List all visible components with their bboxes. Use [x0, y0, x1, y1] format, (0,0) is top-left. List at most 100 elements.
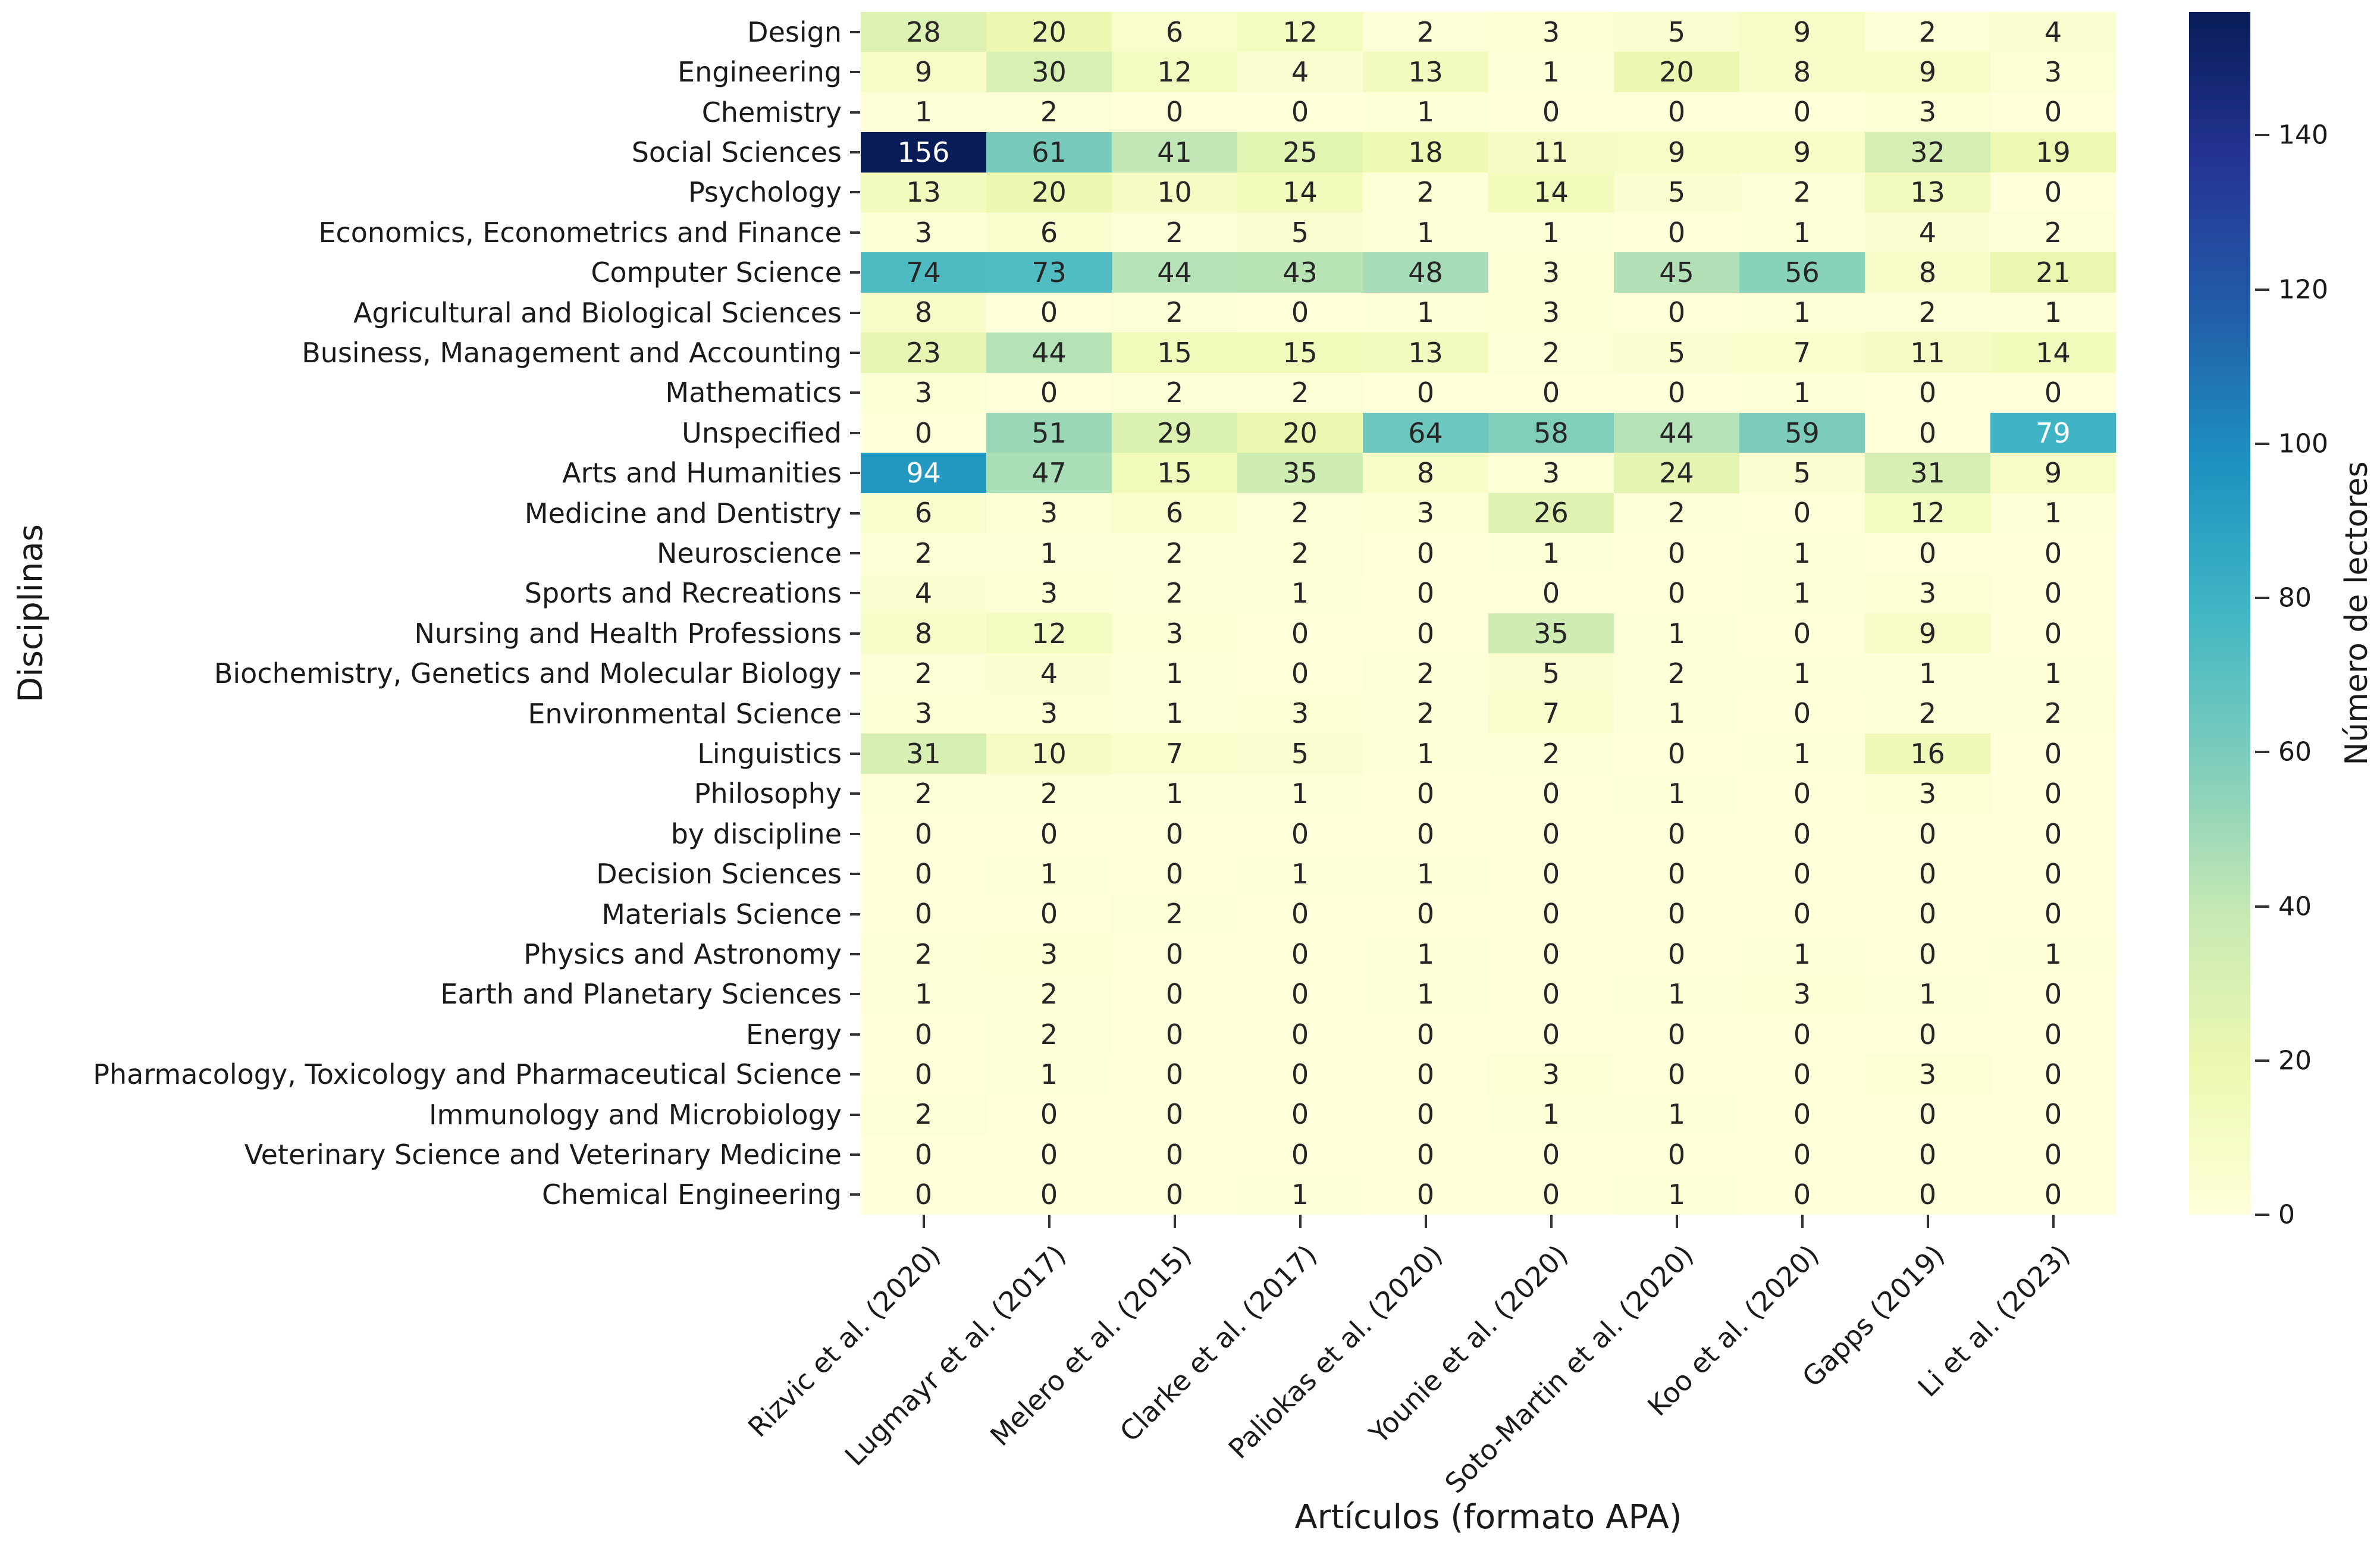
colorbar-tick-mark	[2255, 134, 2269, 137]
heatmap-cell: 0	[1237, 613, 1363, 654]
heatmap-cell: 0	[861, 1054, 986, 1095]
row-label-text: Chemical Engineering	[541, 1178, 842, 1211]
row-label-text: Nursing and Health Professions	[414, 617, 842, 650]
heatmap-cell: 2	[861, 934, 986, 974]
row-label-text: Linguistics	[697, 738, 842, 770]
row-label-text: Social Sciences	[631, 136, 842, 168]
heatmap-cell: 2	[986, 773, 1112, 814]
heatmap-cell: 44	[1112, 252, 1237, 293]
heatmap-cell: 3	[861, 693, 986, 734]
heatmap-cell: 1	[1739, 533, 1865, 573]
heatmap-cell: 0	[1237, 934, 1363, 974]
heatmap-cell: 0	[1237, 1094, 1363, 1135]
y-tick-mark	[850, 30, 860, 33]
heatmap-cell: 28	[861, 12, 986, 52]
heatmap-cell: 0	[1363, 573, 1488, 613]
heatmap-cell: 9	[1739, 12, 1865, 52]
heatmap-cell: 1	[1990, 493, 2116, 534]
x-tick-mark	[1299, 1215, 1302, 1228]
heatmap-cell: 0	[1363, 1134, 1488, 1175]
row-label: Nursing and Health Professions	[0, 613, 861, 653]
row-label-text: Sports and Recreations	[524, 577, 842, 610]
heatmap-cell: 3	[861, 372, 986, 413]
heatmap-cell: 0	[1363, 1094, 1488, 1135]
heatmap-cell: 2	[861, 773, 986, 814]
heatmap-cell: 0	[1614, 894, 1739, 935]
heatmap-cell: 44	[986, 333, 1112, 373]
heatmap-cell: 0	[1865, 413, 1990, 453]
heatmap-cell: 13	[1363, 52, 1488, 92]
heatmap-cell: 0	[1614, 814, 1739, 854]
row-label-text: Design	[747, 15, 842, 48]
heatmap-cell: 4	[1865, 212, 1990, 253]
colorbar	[2189, 12, 2250, 1215]
row-label: Medicine and Dentistry	[0, 493, 861, 533]
heatmap-cell: 13	[1363, 333, 1488, 373]
heatmap-cell: 6	[1112, 12, 1237, 52]
heatmap-cell: 0	[1990, 814, 2116, 854]
y-tick-mark	[850, 953, 860, 956]
y-tick-mark	[850, 391, 860, 394]
colorbar-tick-mark	[2255, 1059, 2269, 1062]
heatmap-cell: 0	[861, 1134, 986, 1175]
heatmap-cell: 0	[1990, 613, 2116, 654]
heatmap-cell: 9	[1990, 453, 2116, 493]
heatmap-cell: 4	[861, 573, 986, 613]
heatmap-cell: 156	[861, 132, 986, 173]
row-label: Economics, Econometrics and Finance	[0, 212, 861, 252]
row-label: Business, Management and Accounting	[0, 333, 861, 372]
colorbar-tick-label: 140	[2278, 120, 2328, 151]
heatmap-cell: 30	[986, 52, 1112, 92]
heatmap-cell: 1	[1614, 693, 1739, 734]
heatmap-cell: 13	[861, 172, 986, 212]
row-label-text: Business, Management and Accounting	[302, 336, 842, 369]
heatmap-cell: 0	[1865, 1134, 1990, 1175]
heatmap-cell: 0	[1739, 1014, 1865, 1055]
heatmap-cell: 20	[986, 12, 1112, 52]
row-label-text: Computer Science	[591, 256, 842, 289]
colorbar-title: Número de lectores	[2339, 461, 2375, 766]
heatmap-cell: 2	[1865, 292, 1990, 333]
heatmap-cell: 0	[1112, 814, 1237, 854]
y-tick-mark	[850, 1113, 860, 1116]
heatmap-cell: 6	[986, 212, 1112, 253]
row-label: Linguistics	[0, 733, 861, 773]
heatmap-cell: 1	[1363, 974, 1488, 1014]
heatmap-cell: 2	[1614, 493, 1739, 534]
heatmap-cell: 1	[1363, 212, 1488, 253]
heatmap-cell: 43	[1237, 252, 1363, 293]
heatmap-cell: 0	[1990, 533, 2116, 573]
heatmap-cell: 20	[1237, 413, 1363, 453]
row-label-text: Engineering	[678, 56, 842, 89]
heatmap-cell: 2	[1237, 372, 1363, 413]
heatmap-cell: 1	[861, 974, 986, 1014]
heatmap-cell: 2	[861, 653, 986, 694]
heatmap-cell: 7	[1739, 333, 1865, 373]
heatmap-cell: 0	[1112, 854, 1237, 894]
heatmap-cell: 1	[1739, 573, 1865, 613]
heatmap-cell: 2	[1488, 733, 1614, 774]
heatmap-cell: 9	[1865, 613, 1990, 654]
y-tick-mark	[850, 592, 860, 595]
heatmap-cell: 1	[1865, 974, 1990, 1014]
y-tick-mark	[850, 231, 860, 234]
y-tick-mark	[850, 993, 860, 996]
heatmap-cell: 51	[986, 413, 1112, 453]
y-tick-mark	[850, 832, 860, 835]
heatmap-cell: 0	[986, 372, 1112, 413]
heatmap-cell: 14	[1990, 333, 2116, 373]
row-label-text: Chemistry	[701, 96, 842, 128]
heatmap-cell: 18	[1363, 132, 1488, 173]
heatmap-cell: 0	[1112, 974, 1237, 1014]
heatmap-cell: 0	[1614, 212, 1739, 253]
heatmap-cell: 32	[1865, 132, 1990, 173]
row-label: Mathematics	[0, 373, 861, 413]
heatmap-cell: 3	[1865, 773, 1990, 814]
heatmap-cell: 3	[1488, 12, 1614, 52]
heatmap-cell: 0	[1488, 854, 1614, 894]
heatmap-cell: 1	[1614, 1174, 1739, 1215]
row-label-text: Arts and Humanities	[562, 457, 842, 490]
heatmap-cell: 0	[1614, 934, 1739, 974]
y-tick-mark	[850, 1193, 860, 1196]
heatmap-cell: 2	[1112, 894, 1237, 935]
